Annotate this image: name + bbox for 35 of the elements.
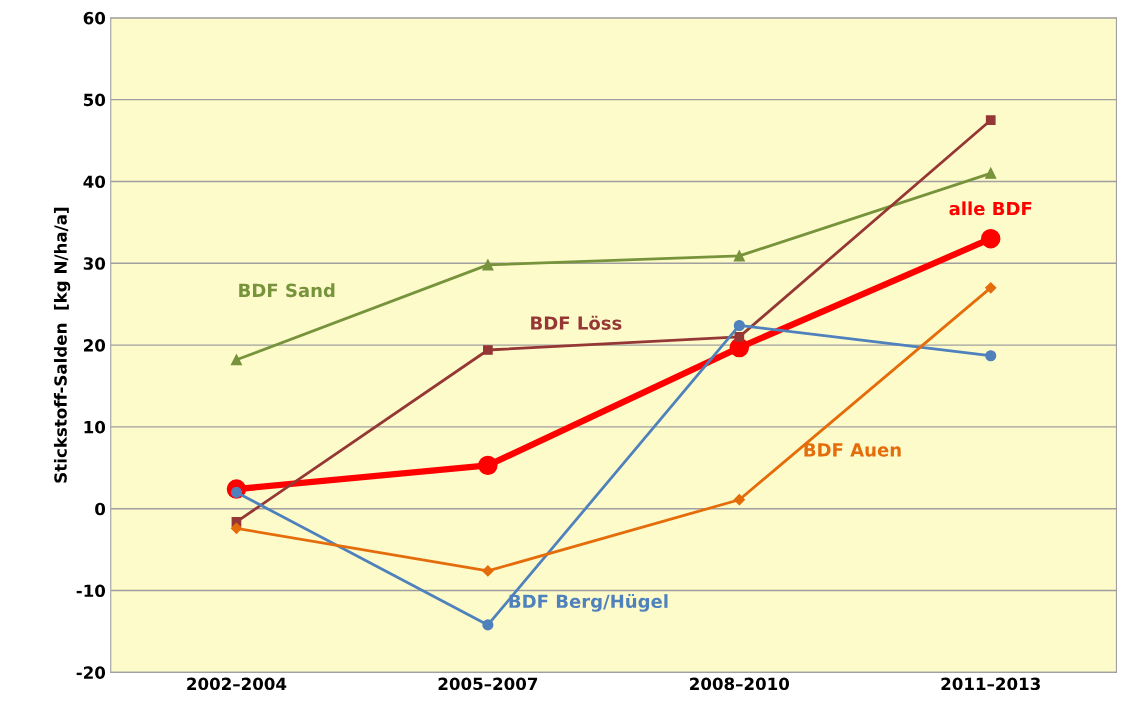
point — [483, 345, 493, 355]
point — [985, 115, 996, 125]
y-tick-label: 20 — [84, 339, 106, 352]
y-tick-label: 10 — [84, 420, 106, 434]
point — [478, 455, 498, 476]
series-label: BDF Löss — [531, 315, 622, 330]
y-tick-label: 60 — [83, 11, 106, 25]
point — [482, 619, 494, 631]
y-tick-label: -20 — [76, 666, 106, 679]
point — [482, 259, 494, 271]
y-tick-label: -10 — [76, 584, 106, 598]
point — [230, 522, 243, 534]
series-label: BDF Berg/Hügel — [509, 593, 668, 612]
x-tick-label: 2008–2010 — [690, 677, 790, 691]
y-tick-label: 40 — [83, 175, 106, 189]
x-tick-label: 2011–2013 — [941, 677, 1040, 691]
point — [733, 494, 745, 506]
x-tick-label: 2002–2004 — [187, 677, 287, 691]
point — [230, 354, 243, 366]
series-label: BDF Sand — [239, 283, 335, 298]
y-axis-title: Stickstoff-Salden [kg N/ha/a] — [53, 207, 71, 483]
point — [733, 319, 745, 332]
y-tick-label: 0 — [95, 502, 106, 516]
point — [482, 565, 494, 577]
point — [985, 350, 997, 362]
series-label: BDF Auen — [804, 443, 901, 457]
point — [985, 282, 997, 294]
point — [981, 229, 1001, 249]
point — [733, 250, 745, 262]
y-tick-label: 30 — [83, 257, 106, 270]
x-tick-label: 2005–2007 — [438, 677, 538, 691]
series-label: alle BDF — [949, 201, 1032, 216]
point — [985, 167, 997, 179]
point — [734, 332, 745, 342]
y-tick-label: 50 — [83, 93, 106, 107]
